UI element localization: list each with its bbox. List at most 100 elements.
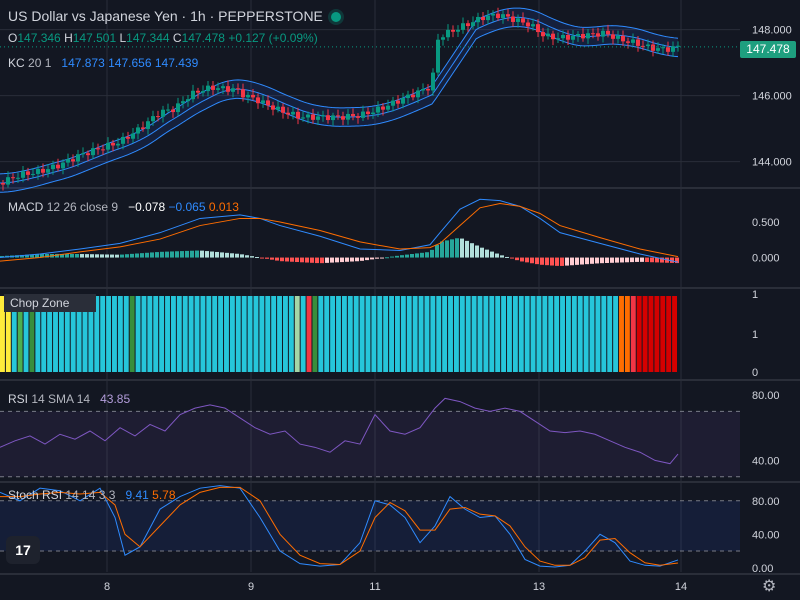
chop-zone-bar [218,296,224,372]
macd-histogram-bar [435,244,439,258]
macd-histogram-bar [560,257,564,266]
candle-body [291,111,295,115]
macd-histogram-bar [675,257,679,264]
candle-body [241,89,245,98]
macd-histogram-bar [670,257,674,263]
chop-zone-bar [660,296,666,372]
macd-histogram-bar [140,253,144,258]
rsi-legend[interactable]: RSI 14 SMA 14 43.85 [8,392,131,406]
chop-zone-bar [324,296,330,372]
stoch-band-fill [0,500,740,552]
macd-histogram-bar [235,253,239,258]
candle-body [396,100,400,104]
chop-zone-bar [253,296,259,372]
candle-body [346,113,350,120]
chop-zone-bar [82,296,88,372]
chop-zone-bar [583,296,589,372]
x-tick-label: 8 [104,581,110,593]
tradingview-logo[interactable]: 17 [6,536,40,564]
candle-body [46,169,50,173]
chop-zone-bar [35,296,41,372]
candle-body [486,15,490,21]
settings-gear-icon[interactable]: ⚙ [762,578,777,595]
chop-zone-bar [400,296,406,372]
macd-histogram-bar [485,249,489,258]
macd-legend[interactable]: MACD 12 26 close 9 −0.078 −0.065 0.013 [8,200,239,214]
chop-zone-bar [53,296,58,372]
chop-zone-bar [395,296,400,372]
macd-histogram-bar [130,253,134,258]
chop-zone-bar [288,296,294,372]
candle-body [446,29,450,38]
symbol-title: US Dollar vs Japanese Yen · 1h · PEPPERS… [8,8,323,24]
candle-body [221,86,225,89]
macd-histogram-bar [655,257,659,263]
candle-body [201,91,205,93]
candle-body [531,24,535,27]
macd-histogram-bar [220,252,224,258]
chop-zone-bar [347,296,353,372]
candle-body [151,116,155,122]
candle-body [321,115,325,117]
candle-body [366,111,370,115]
macd-histogram-bar [85,254,89,258]
macd-histogram-bar [70,254,74,258]
chop-zone-bar [247,296,253,372]
x-tick-label: 9 [248,581,254,593]
macd-histogram-bar [555,257,559,266]
chop-zone-bar [471,296,477,372]
candle-body [251,94,255,98]
candle-body [461,23,465,30]
candle-body [426,88,430,91]
chop-zone-legend[interactable]: Chop Zone [4,294,96,312]
candle-body [421,88,425,91]
chop-zone-bar [607,296,613,372]
candle-body [476,16,480,23]
candle-body [466,23,470,27]
chop-zone-bar [129,296,135,372]
ohlc-readout: O147.346 H147.501 L147.344 C147.478 +0.1… [8,31,318,45]
macd-histogram-bar [420,252,424,258]
macd-histogram-bar [270,257,274,260]
macd-histogram-bar [445,240,449,258]
macd-histogram-bar [230,253,234,258]
chop-zone-bar [176,296,182,372]
candle-body [71,159,75,162]
macd-histogram-bar [620,257,624,263]
macd-histogram-bar [320,257,324,264]
candle-body [131,133,135,139]
chop-zone-bar [306,296,312,372]
chop-zone-bar [182,296,188,372]
candle-body [166,109,170,111]
candle-body [661,47,665,49]
macd-histogram-bar [640,257,644,262]
macd-histogram-bar [65,254,69,258]
candle-body [541,32,545,37]
chop-zone-bar [565,296,571,372]
chop-zone-bar [58,296,64,372]
candle-body [586,33,590,39]
chop-zone-bar [377,296,383,372]
candle-body [351,113,355,117]
chop-zone-bar [548,296,554,372]
stoch-rsi-legend[interactable]: Stoch RSI 14 14 3 3 9.41 5.78 [8,488,176,502]
candle-body [96,148,100,150]
macd-histogram-bar [125,254,129,258]
candle-body [356,116,360,118]
macd-histogram-bar [190,250,194,258]
chop-zone-bar [636,296,642,372]
chop-zone-bar [206,296,212,372]
chop-y-tick-label: 0 [752,367,758,379]
candle-body [61,162,65,169]
chop-zone-bar [353,296,359,372]
chop-zone-bar [241,296,247,372]
macd-histogram-bar [645,257,649,263]
macd-histogram-bar [340,257,344,263]
candle-body [6,177,10,185]
macd-histogram-bar [530,257,534,264]
kc-legend[interactable]: KC 20 1 147.873 147.656 147.439 [8,56,199,70]
macd-histogram-bar [110,254,114,258]
chop-zone-bar [147,296,153,372]
macd-histogram-bar [380,257,384,259]
chop-zone-bar [619,296,624,372]
